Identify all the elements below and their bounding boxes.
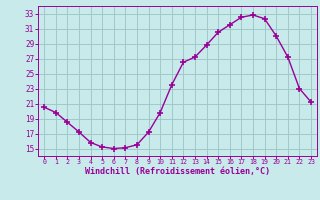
X-axis label: Windchill (Refroidissement éolien,°C): Windchill (Refroidissement éolien,°C) [85, 167, 270, 176]
